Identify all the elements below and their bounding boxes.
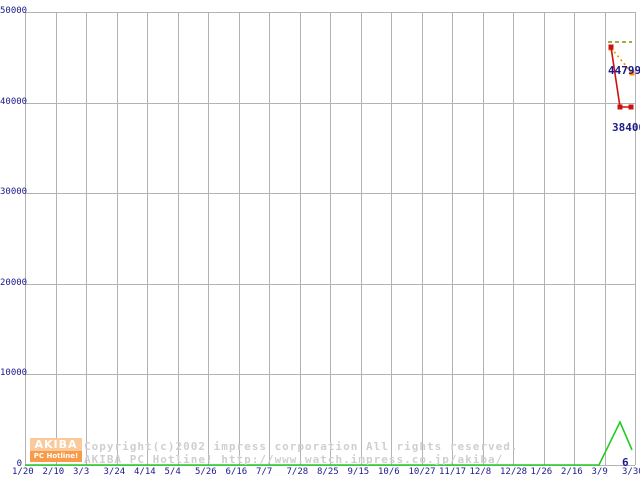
x-axis-tick-label: 3/9 [591, 467, 608, 477]
x-axis-tick-label: 12/8 [469, 467, 492, 477]
x-axis-tick-label: 7/28 [286, 467, 309, 477]
x-axis-tick-label: 2/16 [561, 467, 583, 477]
x-axis-tick-label: 7/7 [256, 467, 273, 477]
x-axis-tick-label: 11/17 [439, 467, 467, 477]
x-axis-tick-label: 3/3 [73, 467, 90, 477]
x-axis-tick-label: 5/4 [164, 467, 181, 477]
y-axis-tick-label: 10000 [0, 368, 28, 379]
x-axis-tick-label: 2/10 [42, 467, 65, 477]
x-axis-tick-label: 3/24 [103, 467, 126, 477]
data-point-marker [608, 44, 614, 50]
x-axis-tick-label: 3/30 [622, 467, 640, 477]
x-axis-tick-label: 4/14 [134, 467, 156, 477]
data-value-label: 38400 [612, 121, 640, 134]
akiba-logo-top: AKIBA [30, 438, 82, 451]
x-axis-tick-label: 5/26 [195, 467, 217, 477]
akiba-logo-bottom: PC Hotline! [30, 451, 82, 462]
y-axis-tick-label: 0 [16, 459, 22, 469]
data-point-marker [629, 70, 635, 76]
data-value-label: 44799 [608, 64, 640, 77]
data-point-marker [628, 104, 634, 110]
series-layer [25, 41, 635, 466]
x-axis-tick-label: 10/6 [378, 467, 400, 477]
x-axis-tick-label: 1/20 [12, 467, 34, 477]
data-value-label: 6 [622, 456, 629, 469]
akiba-logo: AKIBA PC Hotline! [30, 438, 82, 463]
watermark-copyright: Copyright(c)2002 impress corporation All… [84, 440, 519, 453]
series-price-red-main [608, 44, 634, 110]
y-axis-tick-label: 40000 [0, 96, 28, 107]
x-axis-tick-label: 9/15 [347, 467, 370, 477]
x-axis-tick-label: 1/26 [530, 467, 553, 477]
y-axis-tick-label: 50000 [0, 6, 28, 16]
data-point-marker [617, 104, 623, 110]
series-count-green [25, 420, 633, 466]
x-axis-tick-label: 6/16 [225, 467, 248, 477]
x-axis-tick-label: 10/27 [408, 467, 436, 477]
y-axis-tick-label: 20000 [0, 277, 28, 288]
x-axis-tick-label: 8/25 [317, 467, 339, 477]
y-axis-tick-label: 30000 [0, 187, 28, 198]
x-axis-tick-label: 12/28 [500, 467, 528, 477]
watermark-url: AKIBA PC Hotline! http://www.watch.impre… [84, 453, 504, 466]
gridlines [25, 12, 636, 466]
